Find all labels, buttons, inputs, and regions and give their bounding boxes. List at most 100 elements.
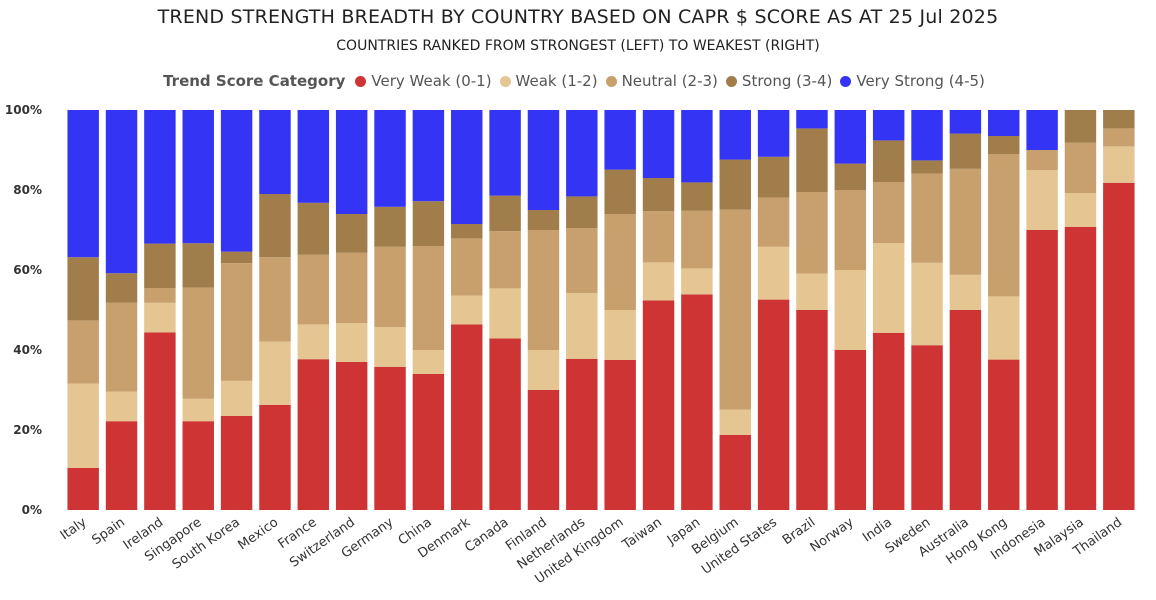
- bar-segment-5[interactable]: [681, 110, 713, 183]
- bar-segment-1[interactable]: [67, 468, 99, 510]
- bar-segment-5[interactable]: [949, 110, 982, 134]
- bar-segment-5[interactable]: [489, 110, 521, 196]
- bar-segment-1[interactable]: [1103, 182, 1135, 511]
- bar-segment-5[interactable]: [182, 110, 214, 244]
- bar-segment-5[interactable]: [220, 110, 253, 252]
- bar-segment-4[interactable]: [566, 196, 598, 228]
- bar-segment-3[interactable]: [949, 168, 982, 275]
- bar-segment-1[interactable]: [604, 360, 636, 510]
- bar-segment-3[interactable]: [566, 228, 598, 294]
- bar-segment-3[interactable]: [144, 288, 176, 303]
- bar-segment-1[interactable]: [1026, 230, 1058, 510]
- bar-segment-1[interactable]: [681, 294, 713, 510]
- bar-segment-5[interactable]: [144, 110, 176, 244]
- bar-segment-2[interactable]: [911, 262, 943, 346]
- bar-segment-2[interactable]: [259, 341, 291, 405]
- bar-segment-1[interactable]: [642, 300, 675, 510]
- bar-segment-2[interactable]: [719, 409, 751, 435]
- bar-segment-4[interactable]: [259, 194, 291, 258]
- bar-segment-4[interactable]: [451, 224, 483, 239]
- bar-segment-4[interactable]: [412, 201, 445, 246]
- bar-segment-1[interactable]: [719, 434, 751, 510]
- bar-segment-3[interactable]: [757, 197, 790, 247]
- legend-item-3[interactable]: Neutral (2-3): [605, 72, 718, 90]
- bar-segment-1[interactable]: [796, 310, 828, 510]
- bar-segment-4[interactable]: [220, 251, 253, 264]
- bar-segment-5[interactable]: [757, 110, 790, 157]
- bar-segment-5[interactable]: [988, 110, 1020, 136]
- bar-segment-4[interactable]: [1103, 110, 1135, 129]
- bar-segment-3[interactable]: [489, 231, 521, 289]
- legend-item-2[interactable]: Weak (1-2): [499, 72, 598, 90]
- bar-segment-4[interactable]: [527, 210, 560, 230]
- bar-segment-2[interactable]: [182, 398, 214, 422]
- bar-segment-2[interactable]: [796, 273, 828, 310]
- bar-segment-2[interactable]: [105, 391, 138, 422]
- bar-segment-1[interactable]: [757, 299, 790, 510]
- bar-segment-1[interactable]: [297, 359, 330, 510]
- bar-segment-3[interactable]: [297, 254, 330, 325]
- bar-segment-4[interactable]: [335, 214, 368, 253]
- bar-segment-1[interactable]: [451, 324, 483, 510]
- bar-segment-3[interactable]: [259, 257, 291, 342]
- bar-segment-3[interactable]: [335, 252, 368, 324]
- bar-segment-1[interactable]: [412, 374, 445, 510]
- bar-segment-2[interactable]: [1103, 146, 1135, 183]
- bar-segment-4[interactable]: [182, 243, 214, 288]
- bar-segment-2[interactable]: [757, 246, 790, 300]
- bar-segment-5[interactable]: [796, 110, 828, 129]
- bar-segment-4[interactable]: [681, 182, 713, 211]
- bar-segment-2[interactable]: [335, 323, 368, 362]
- legend-item-5[interactable]: Very Strong (4-5): [840, 72, 985, 90]
- bar-segment-4[interactable]: [67, 257, 99, 321]
- bar-segment-3[interactable]: [451, 238, 483, 296]
- bar-segment-2[interactable]: [220, 380, 253, 416]
- bar-segment-2[interactable]: [297, 324, 330, 360]
- bar-segment-5[interactable]: [335, 110, 368, 214]
- bar-segment-2[interactable]: [566, 293, 598, 359]
- bar-segment-3[interactable]: [796, 192, 828, 274]
- bar-segment-5[interactable]: [105, 110, 138, 274]
- bar-segment-3[interactable]: [182, 287, 214, 399]
- bar-segment-2[interactable]: [451, 295, 483, 325]
- bar-segment-3[interactable]: [374, 246, 406, 328]
- bar-segment-4[interactable]: [719, 159, 751, 210]
- bar-segment-5[interactable]: [412, 110, 445, 202]
- bar-segment-3[interactable]: [604, 214, 636, 310]
- bar-segment-4[interactable]: [796, 128, 828, 192]
- bar-segment-4[interactable]: [1064, 110, 1097, 143]
- bar-segment-3[interactable]: [1064, 142, 1097, 194]
- bar-segment-5[interactable]: [604, 110, 636, 170]
- bar-segment-2[interactable]: [834, 270, 867, 350]
- bar-segment-5[interactable]: [834, 110, 867, 164]
- legend-item-1[interactable]: Very Weak (0-1): [355, 72, 492, 90]
- bar-segment-2[interactable]: [642, 262, 675, 301]
- bar-segment-4[interactable]: [642, 178, 675, 212]
- bar-segment-2[interactable]: [604, 310, 636, 360]
- bar-segment-3[interactable]: [105, 302, 138, 392]
- bar-segment-2[interactable]: [949, 274, 982, 310]
- bar-segment-4[interactable]: [949, 133, 982, 169]
- bar-segment-5[interactable]: [259, 110, 291, 194]
- bar-segment-1[interactable]: [949, 310, 982, 510]
- bar-segment-5[interactable]: [451, 110, 483, 224]
- bar-segment-1[interactable]: [105, 421, 138, 510]
- bar-segment-4[interactable]: [604, 169, 636, 214]
- bar-segment-5[interactable]: [297, 110, 330, 203]
- bar-segment-1[interactable]: [834, 350, 867, 510]
- bar-segment-5[interactable]: [642, 110, 675, 178]
- bar-segment-4[interactable]: [834, 163, 867, 190]
- bar-segment-2[interactable]: [67, 383, 99, 468]
- bar-segment-5[interactable]: [719, 110, 751, 160]
- bar-segment-2[interactable]: [489, 288, 521, 339]
- bar-segment-1[interactable]: [259, 404, 291, 510]
- bar-segment-3[interactable]: [719, 209, 751, 410]
- bar-segment-3[interactable]: [412, 246, 445, 350]
- bar-segment-3[interactable]: [988, 154, 1020, 297]
- bar-segment-2[interactable]: [412, 350, 445, 374]
- bar-segment-5[interactable]: [527, 110, 560, 210]
- bar-segment-2[interactable]: [872, 243, 905, 333]
- bar-segment-1[interactable]: [1064, 226, 1097, 511]
- bar-segment-2[interactable]: [681, 268, 713, 295]
- bar-segment-3[interactable]: [220, 263, 253, 381]
